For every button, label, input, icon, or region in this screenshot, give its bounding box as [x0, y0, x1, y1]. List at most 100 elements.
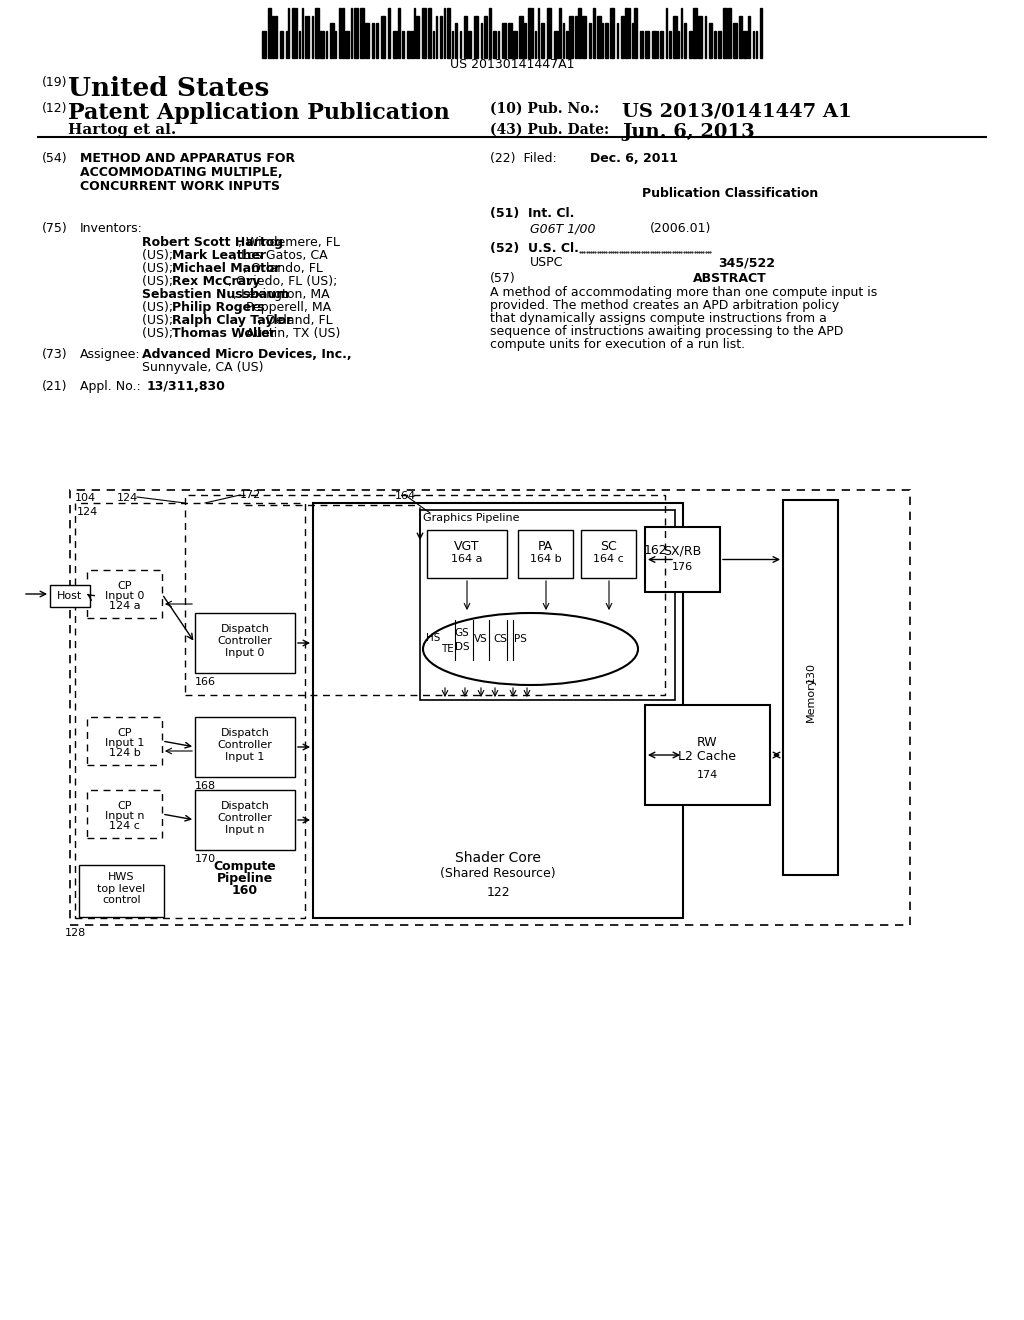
Bar — [554, 30, 558, 58]
Bar — [684, 22, 686, 58]
Bar — [339, 8, 341, 58]
Text: (2006.01): (2006.01) — [650, 222, 712, 235]
Bar — [589, 22, 591, 58]
Bar — [420, 510, 675, 700]
Bar — [566, 30, 568, 58]
Text: (73): (73) — [42, 348, 68, 360]
Bar — [489, 8, 490, 58]
Text: Appl. No.:: Appl. No.: — [80, 380, 140, 393]
Text: CP: CP — [118, 581, 132, 591]
Text: United States: United States — [68, 77, 269, 102]
Text: VS: VS — [474, 634, 487, 644]
Bar — [272, 16, 274, 58]
Text: Pipeline: Pipeline — [217, 873, 273, 884]
Bar — [440, 16, 442, 58]
Bar — [447, 8, 450, 58]
Text: , Deland, FL: , Deland, FL — [258, 314, 333, 327]
Text: Rex McCrary: Rex McCrary — [172, 275, 261, 288]
Text: Robert Scott Hartog: Robert Scott Hartog — [142, 236, 283, 249]
Text: Jun. 6, 2013: Jun. 6, 2013 — [622, 123, 755, 141]
Text: 170: 170 — [195, 854, 216, 865]
Bar — [610, 8, 614, 58]
Bar — [360, 8, 364, 58]
Bar — [195, 717, 295, 777]
Text: (US);: (US); — [142, 249, 177, 261]
Text: Hartog et al.: Hartog et al. — [68, 123, 176, 137]
Bar — [262, 30, 266, 58]
Text: Graphics Pipeline: Graphics Pipeline — [423, 513, 519, 523]
Bar — [388, 8, 390, 58]
Bar — [645, 30, 649, 58]
Text: 176: 176 — [672, 562, 693, 573]
Text: RW: RW — [697, 737, 718, 750]
Text: 160: 160 — [232, 884, 258, 898]
Bar — [185, 495, 665, 696]
Bar — [455, 22, 457, 58]
Text: US 20130141447A1: US 20130141447A1 — [450, 58, 574, 71]
Bar — [402, 30, 404, 58]
Bar — [593, 8, 595, 58]
Bar — [528, 8, 531, 58]
Text: top level: top level — [97, 884, 145, 894]
Text: (Shared Resource): (Shared Resource) — [440, 867, 556, 880]
Bar — [87, 717, 162, 766]
Text: Host: Host — [57, 591, 83, 601]
Text: 168: 168 — [195, 781, 216, 791]
Text: Shader Core: Shader Core — [455, 851, 541, 865]
Text: control: control — [102, 895, 141, 906]
Bar — [673, 16, 677, 58]
Bar — [292, 8, 295, 58]
Bar — [381, 16, 385, 58]
Text: Controller: Controller — [217, 741, 272, 750]
Bar — [519, 16, 523, 58]
Text: 104: 104 — [75, 492, 96, 503]
Bar — [268, 8, 271, 58]
Text: CP: CP — [118, 729, 132, 738]
Text: Publication Classification: Publication Classification — [642, 187, 818, 201]
Text: Input 0: Input 0 — [104, 591, 144, 601]
Text: Michael Mantor: Michael Mantor — [172, 261, 281, 275]
Bar — [372, 22, 374, 58]
Bar — [625, 8, 628, 58]
Text: , Oviedo, FL (US);: , Oviedo, FL (US); — [228, 275, 337, 288]
Bar — [669, 30, 671, 58]
Text: 164 c: 164 c — [593, 554, 624, 564]
Text: L2 Cache: L2 Cache — [679, 751, 736, 763]
Text: G06T 1/00: G06T 1/00 — [530, 222, 596, 235]
Bar — [411, 30, 413, 58]
Bar — [50, 585, 90, 607]
Bar — [428, 8, 431, 58]
Text: (10) Pub. No.:: (10) Pub. No.: — [490, 102, 599, 116]
Text: 124: 124 — [117, 492, 138, 503]
Bar — [464, 16, 467, 58]
Bar — [315, 8, 319, 58]
Bar — [569, 16, 573, 58]
Text: CP: CP — [118, 801, 132, 810]
Text: Inventors:: Inventors: — [80, 222, 143, 235]
Text: Dispatch: Dispatch — [220, 801, 269, 810]
Text: Input n: Input n — [225, 825, 265, 836]
Text: ABSTRACT: ABSTRACT — [693, 272, 767, 285]
Text: 128: 128 — [65, 928, 86, 939]
Bar — [313, 503, 683, 917]
Bar — [493, 30, 496, 58]
Bar — [513, 30, 517, 58]
Text: 172: 172 — [240, 490, 261, 500]
Bar — [407, 30, 410, 58]
Bar — [652, 30, 656, 58]
Bar — [524, 22, 526, 58]
Text: A method of accommodating more than one compute input is: A method of accommodating more than one … — [490, 286, 878, 300]
Text: (US);: (US); — [142, 275, 177, 288]
Bar — [376, 22, 378, 58]
Bar — [698, 16, 702, 58]
Bar — [75, 503, 305, 917]
Bar — [518, 531, 573, 578]
Text: , Orlando, FL: , Orlando, FL — [243, 261, 323, 275]
Bar — [709, 22, 712, 58]
Text: Ralph Clay Taylor: Ralph Clay Taylor — [172, 314, 293, 327]
Text: CS: CS — [493, 634, 507, 644]
Text: Input 0: Input 0 — [225, 648, 264, 657]
Text: (52)  U.S. Cl.: (52) U.S. Cl. — [490, 242, 579, 255]
Bar — [195, 612, 295, 673]
Text: Dec. 6, 2011: Dec. 6, 2011 — [590, 152, 678, 165]
